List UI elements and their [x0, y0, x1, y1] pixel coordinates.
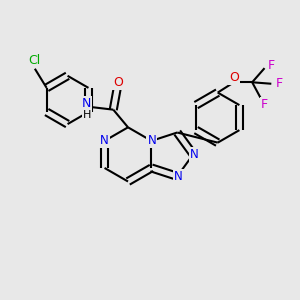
- Text: O: O: [229, 71, 239, 84]
- Text: N: N: [82, 97, 92, 110]
- Text: F: F: [261, 98, 268, 111]
- Text: O: O: [113, 76, 123, 89]
- Text: F: F: [276, 77, 283, 90]
- Text: N: N: [174, 170, 183, 183]
- Text: H: H: [82, 110, 91, 120]
- Text: F: F: [268, 59, 274, 72]
- Text: Cl: Cl: [29, 54, 41, 67]
- Text: N: N: [100, 134, 109, 147]
- Text: N: N: [147, 134, 156, 147]
- Text: N: N: [190, 148, 199, 161]
